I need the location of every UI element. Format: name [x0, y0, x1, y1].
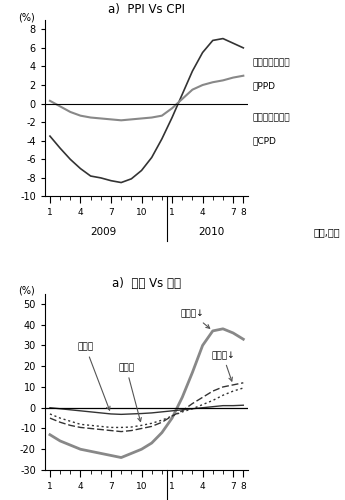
Text: 加工業: 加工業: [118, 364, 141, 422]
Text: （年,月）: （年,月）: [314, 228, 340, 237]
Text: 2009: 2009: [91, 228, 117, 237]
Text: 原材料↓: 原材料↓: [211, 351, 235, 381]
Text: (%): (%): [18, 286, 35, 296]
Text: （CPD: （CPD: [253, 136, 276, 145]
Text: 鉱産物↓: 鉱産物↓: [181, 310, 210, 328]
Text: (%): (%): [18, 12, 35, 22]
Title: a)  PPI Vs CPI: a) PPI Vs CPI: [108, 3, 185, 16]
Title: a)  川上 Vs 川下: a) 川上 Vs 川下: [112, 276, 181, 289]
Text: （PPD: （PPD: [253, 82, 275, 91]
Text: 生産者物価指数: 生産者物価指数: [253, 59, 290, 68]
Text: 2010: 2010: [198, 228, 224, 237]
Text: 消費者物価指数: 消費者物価指数: [253, 114, 290, 122]
Text: 消費財: 消費財: [78, 342, 110, 410]
